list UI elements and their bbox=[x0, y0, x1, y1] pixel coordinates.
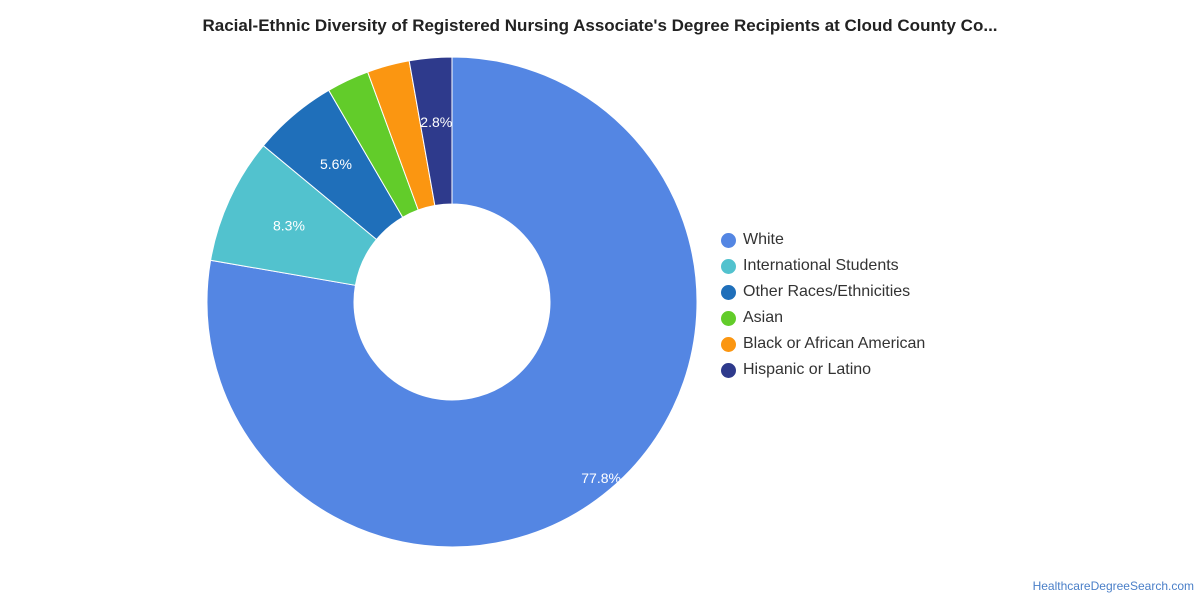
legend-label: International Students bbox=[743, 257, 899, 274]
legend-label: Black or African American bbox=[743, 335, 926, 352]
legend-label: Asian bbox=[743, 309, 784, 326]
slice-hispanic-or-latino[interactable] bbox=[408, 56, 453, 207]
legend-swatch-icon bbox=[721, 232, 736, 248]
legend-label: White bbox=[743, 231, 784, 248]
legend-item-black-or-african-american[interactable]: Black or African American bbox=[721, 331, 925, 357]
slice-label-hispanic-or-latino: 2.8% bbox=[420, 114, 452, 130]
slice-label-international-students: 8.3% bbox=[273, 218, 305, 234]
slice-label-other-races-ethnicities: 5.6% bbox=[320, 156, 352, 172]
legend-item-other-races-ethnicities[interactable]: Other Races/Ethnicities bbox=[721, 279, 925, 305]
legend-item-hispanic-or-latino[interactable]: Hispanic or Latino bbox=[721, 357, 925, 383]
legend-label: Hispanic or Latino bbox=[743, 361, 872, 378]
legend-swatch-icon bbox=[721, 310, 736, 326]
legend-swatch-icon bbox=[721, 362, 736, 378]
source-link[interactable]: HealthcareDegreeSearch.com bbox=[1032, 579, 1194, 593]
legend-swatch-icon bbox=[721, 284, 736, 300]
legend-item-asian[interactable]: Asian bbox=[721, 305, 925, 331]
legend-label: Other Races/Ethnicities bbox=[743, 283, 911, 300]
legend-swatch-icon bbox=[721, 336, 736, 352]
legend-swatch-icon bbox=[721, 258, 736, 274]
chart-title: Racial-Ethnic Diversity of Registered Nu… bbox=[202, 16, 998, 35]
legend-item-international-students[interactable]: International Students bbox=[721, 253, 925, 279]
slice-white[interactable] bbox=[206, 56, 698, 548]
slice-label-white: 77.8% bbox=[581, 470, 621, 486]
legend: White International Students Other Races/E… bbox=[721, 227, 925, 383]
legend-item-white[interactable]: White bbox=[721, 227, 925, 253]
